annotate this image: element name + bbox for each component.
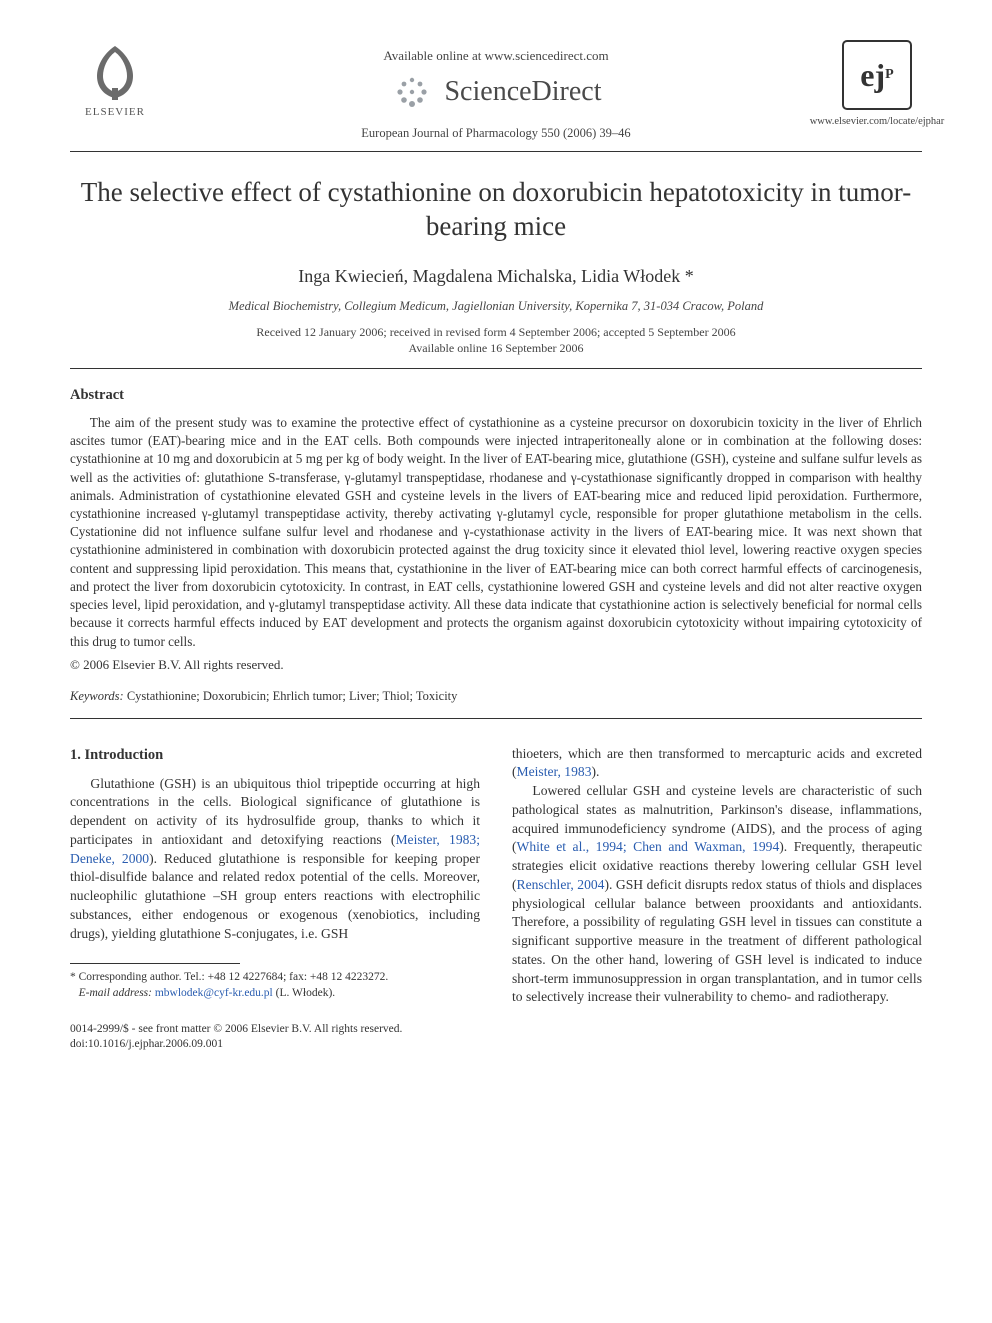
intro-p1-continuation: thioeters, which are then transformed to… [512,745,922,783]
journal-citation: European Journal of Pharmacology 550 (20… [160,126,832,141]
intro-cont-b: ). [592,764,600,779]
journal-logo-block: ejP www.elsevier.com/locate/ejphar [832,40,922,127]
authors-line: Inga Kwiecień, Magdalena Michalska, Lidi… [70,266,922,287]
citation-meister-1983[interactable]: Meister, 1983 [517,764,592,779]
right-column: thioeters, which are then transformed to… [512,745,922,1053]
keywords-values: Cystathionine; Doxorubicin; Ehrlich tumo… [124,689,458,703]
sciencedirect-swirl-icon [390,70,434,114]
footnote-email-label: E-mail address: [79,987,152,999]
footnote-corr-line: * Corresponding author. Tel.: +48 12 422… [70,970,480,986]
issn-line: 0014-2999/$ - see front matter © 2006 El… [70,1022,480,1038]
copyright-line: © 2006 Elsevier B.V. All rights reserved… [70,657,922,673]
ejp-logo-icon: ejP [842,40,912,110]
citation-renschler[interactable]: Renschler, 2004 [517,877,605,892]
body-columns: 1. Introduction Glutathione (GSH) is an … [70,745,922,1053]
footnote-email-line: E-mail address: mbwlodek@cyf-kr.edu.pl (… [70,986,480,1002]
ejp-p: P [885,67,894,83]
header-row: ELSEVIER Available online at www.science… [70,40,922,141]
pre-abstract-rule [70,368,922,369]
intro-p2-c: ). GSH deficit disrupts redox status of … [512,877,922,1005]
sciencedirect-row: ScienceDirect [160,70,832,114]
dates-online: Available online 16 September 2006 [70,340,922,356]
journal-url: www.elsevier.com/locate/ejphar [810,116,945,127]
affiliation-line: Medical Biochemistry, Collegium Medicum,… [70,299,922,314]
header-rule [70,151,922,152]
ejp-j: j [874,57,885,94]
elsevier-tree-icon [83,40,147,104]
abstract-paragraph: The aim of the present study was to exam… [70,414,922,651]
abstract-heading: Abstract [70,387,922,404]
dates-block: Received 12 January 2006; received in re… [70,324,922,356]
ejp-e: e [860,57,874,94]
corresponding-author-footnote: * Corresponding author. Tel.: +48 12 422… [70,970,480,1001]
header-center: Available online at www.sciencedirect.co… [160,40,832,141]
available-online-text: Available online at www.sciencedirect.co… [160,48,832,64]
publisher-label: ELSEVIER [85,106,145,118]
section-1-heading: 1. Introduction [70,745,480,765]
footnote-email-tail: (L. Włodek). [273,987,335,999]
sciencedirect-text: ScienceDirect [444,76,601,108]
citation-white-chen[interactable]: White et al., 1994; Chen and Waxman, 199… [517,839,780,854]
keywords-label: Keywords: [70,689,124,703]
bottom-meta: 0014-2999/$ - see front matter © 2006 El… [70,1022,480,1053]
doi-line: doi:10.1016/j.ejphar.2006.09.001 [70,1037,480,1053]
intro-paragraph-1: Glutathione (GSH) is an ubiquitous thiol… [70,775,480,944]
footnote-rule [70,963,240,964]
intro-paragraph-2: Lowered cellular GSH and cysteine levels… [512,782,922,1007]
dates-received: Received 12 January 2006; received in re… [70,324,922,340]
left-column: 1. Introduction Glutathione (GSH) is an … [70,745,480,1053]
publisher-logo-block: ELSEVIER [70,40,160,118]
article-title: The selective effect of cystathionine on… [70,176,922,244]
post-abstract-rule [70,718,922,719]
footnote-email-link[interactable]: mbwlodek@cyf-kr.edu.pl [155,987,273,999]
abstract-body: The aim of the present study was to exam… [70,414,922,651]
keywords-line: Keywords: Cystathionine; Doxorubicin; Eh… [70,689,922,704]
